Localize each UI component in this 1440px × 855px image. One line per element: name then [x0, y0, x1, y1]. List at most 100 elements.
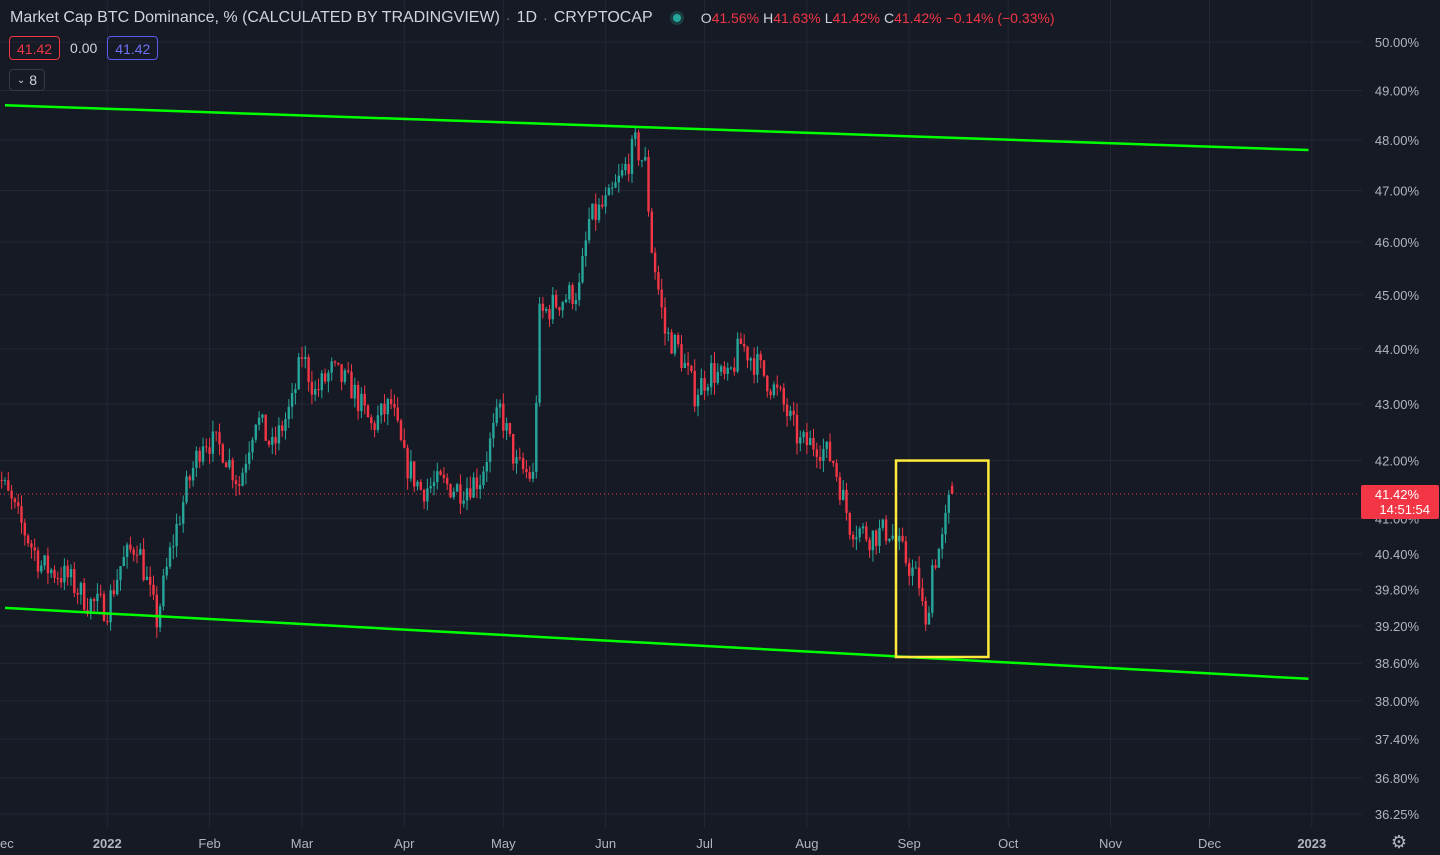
channel-upper-line[interactable] [4, 103, 1309, 152]
candle-body [152, 584, 155, 595]
candle-body [855, 537, 858, 540]
candle-body [343, 370, 347, 383]
gear-icon[interactable]: ⚙ [1390, 832, 1408, 852]
candle-body [657, 272, 660, 290]
market-status-icon[interactable] [672, 14, 681, 22]
interval-label[interactable]: 1D [516, 9, 538, 26]
candle-body [627, 163, 630, 174]
candle-body [290, 393, 294, 407]
candle-body [789, 410, 792, 417]
candle-body [310, 382, 314, 395]
candle-body [281, 425, 284, 431]
candle-body [848, 513, 851, 535]
price-tick-label: 36.25% [1375, 807, 1420, 822]
candle-body [881, 519, 884, 528]
candle-body [195, 450, 198, 468]
candle-body [597, 204, 601, 221]
candle-body [875, 530, 878, 547]
price-axis[interactable]: 50.00% 49.00% 48.00% 47.00% 46.00% 45.00% 44.0… [1375, 35, 1420, 822]
candle-body [683, 362, 686, 368]
candle-body [244, 463, 248, 473]
low-value: 41.42% [832, 10, 880, 26]
price-tick-label: 42.00% [1375, 454, 1420, 469]
symbol-title[interactable]: Market Cap BTC Dominance, % (CALCULATED … [10, 9, 500, 26]
candle-body [139, 549, 142, 555]
candle-body [449, 484, 452, 498]
candle-body [749, 358, 752, 361]
candle-body [762, 360, 766, 376]
candle-body [505, 423, 508, 431]
candle-body [403, 439, 406, 448]
indicators-collapse-button[interactable]: ⌄ 8 [9, 69, 45, 91]
candle-body [528, 472, 531, 479]
candle-body [564, 299, 568, 303]
candle-body [73, 569, 76, 593]
candle-body [756, 354, 759, 375]
candle-body [426, 488, 429, 502]
candle-body [459, 484, 462, 504]
candle-body [99, 593, 102, 595]
candle-body [696, 394, 700, 407]
candle-body [673, 334, 677, 354]
channel-lower-line[interactable] [4, 606, 1309, 681]
candle-body [650, 211, 653, 253]
candle-body [594, 203, 597, 221]
candle-body [211, 431, 215, 454]
candle-body [812, 437, 815, 450]
candle-body [317, 389, 320, 391]
candle-body [469, 488, 472, 498]
candle-body [7, 480, 10, 491]
candle-body [538, 303, 541, 403]
candle-body [33, 547, 36, 551]
candle-body [215, 431, 218, 433]
candle-body [185, 476, 188, 503]
candle-body [172, 546, 175, 548]
candle-body [614, 182, 617, 188]
sell-price-button[interactable]: 41.42 [9, 36, 61, 60]
symbol-legend: Market Cap BTC Dominance, % (CALCULATED … [10, 8, 1055, 28]
candle-body [568, 285, 571, 300]
candle-body [488, 438, 492, 462]
candle-body [653, 252, 657, 273]
candle-body [700, 378, 703, 395]
buy-price-button[interactable]: 41.42 [107, 36, 159, 60]
candle-body [162, 575, 165, 607]
open-label: O [700, 10, 712, 26]
bar-countdown-label: 14:51:54 [1379, 502, 1430, 517]
candle-body [396, 407, 399, 421]
candle-body [851, 534, 855, 540]
candle-body [861, 526, 865, 529]
candle-body [558, 307, 561, 311]
candle-body [680, 344, 683, 368]
candle-body [838, 476, 842, 500]
candle-body [677, 334, 680, 345]
candle-body [327, 372, 330, 382]
candle-body [934, 565, 937, 568]
price-tick-label: 37.40% [1375, 732, 1420, 747]
exchange-label[interactable]: CRYPTOCAP [553, 9, 653, 26]
candle-body [446, 477, 449, 485]
candle-body [858, 528, 861, 538]
candle-body [373, 423, 376, 430]
drawings-layer[interactable] [4, 103, 1309, 681]
candle-body [231, 459, 234, 481]
candle-body [871, 530, 875, 551]
candle-body [23, 522, 26, 536]
candle-body [122, 556, 125, 567]
candle-body [495, 407, 498, 423]
candle-body [386, 399, 389, 415]
candle-body [178, 523, 182, 525]
candle-body [106, 621, 109, 623]
time-axis[interactable]: ec 2022 Feb Mar Apr May Jun Jul Aug Sep Oct Nov Dec 2… [0, 836, 1326, 851]
candle-body [571, 285, 574, 305]
candle-body [865, 526, 868, 540]
current-price-label: 41.42% [1375, 487, 1420, 502]
candle-body [716, 371, 719, 383]
time-tick-label: Sep [898, 836, 921, 851]
candle-body [482, 471, 485, 486]
candle-body [835, 463, 838, 477]
candle-body [535, 402, 538, 472]
candle-body [620, 170, 624, 176]
highlight-rectangle[interactable] [894, 459, 990, 659]
